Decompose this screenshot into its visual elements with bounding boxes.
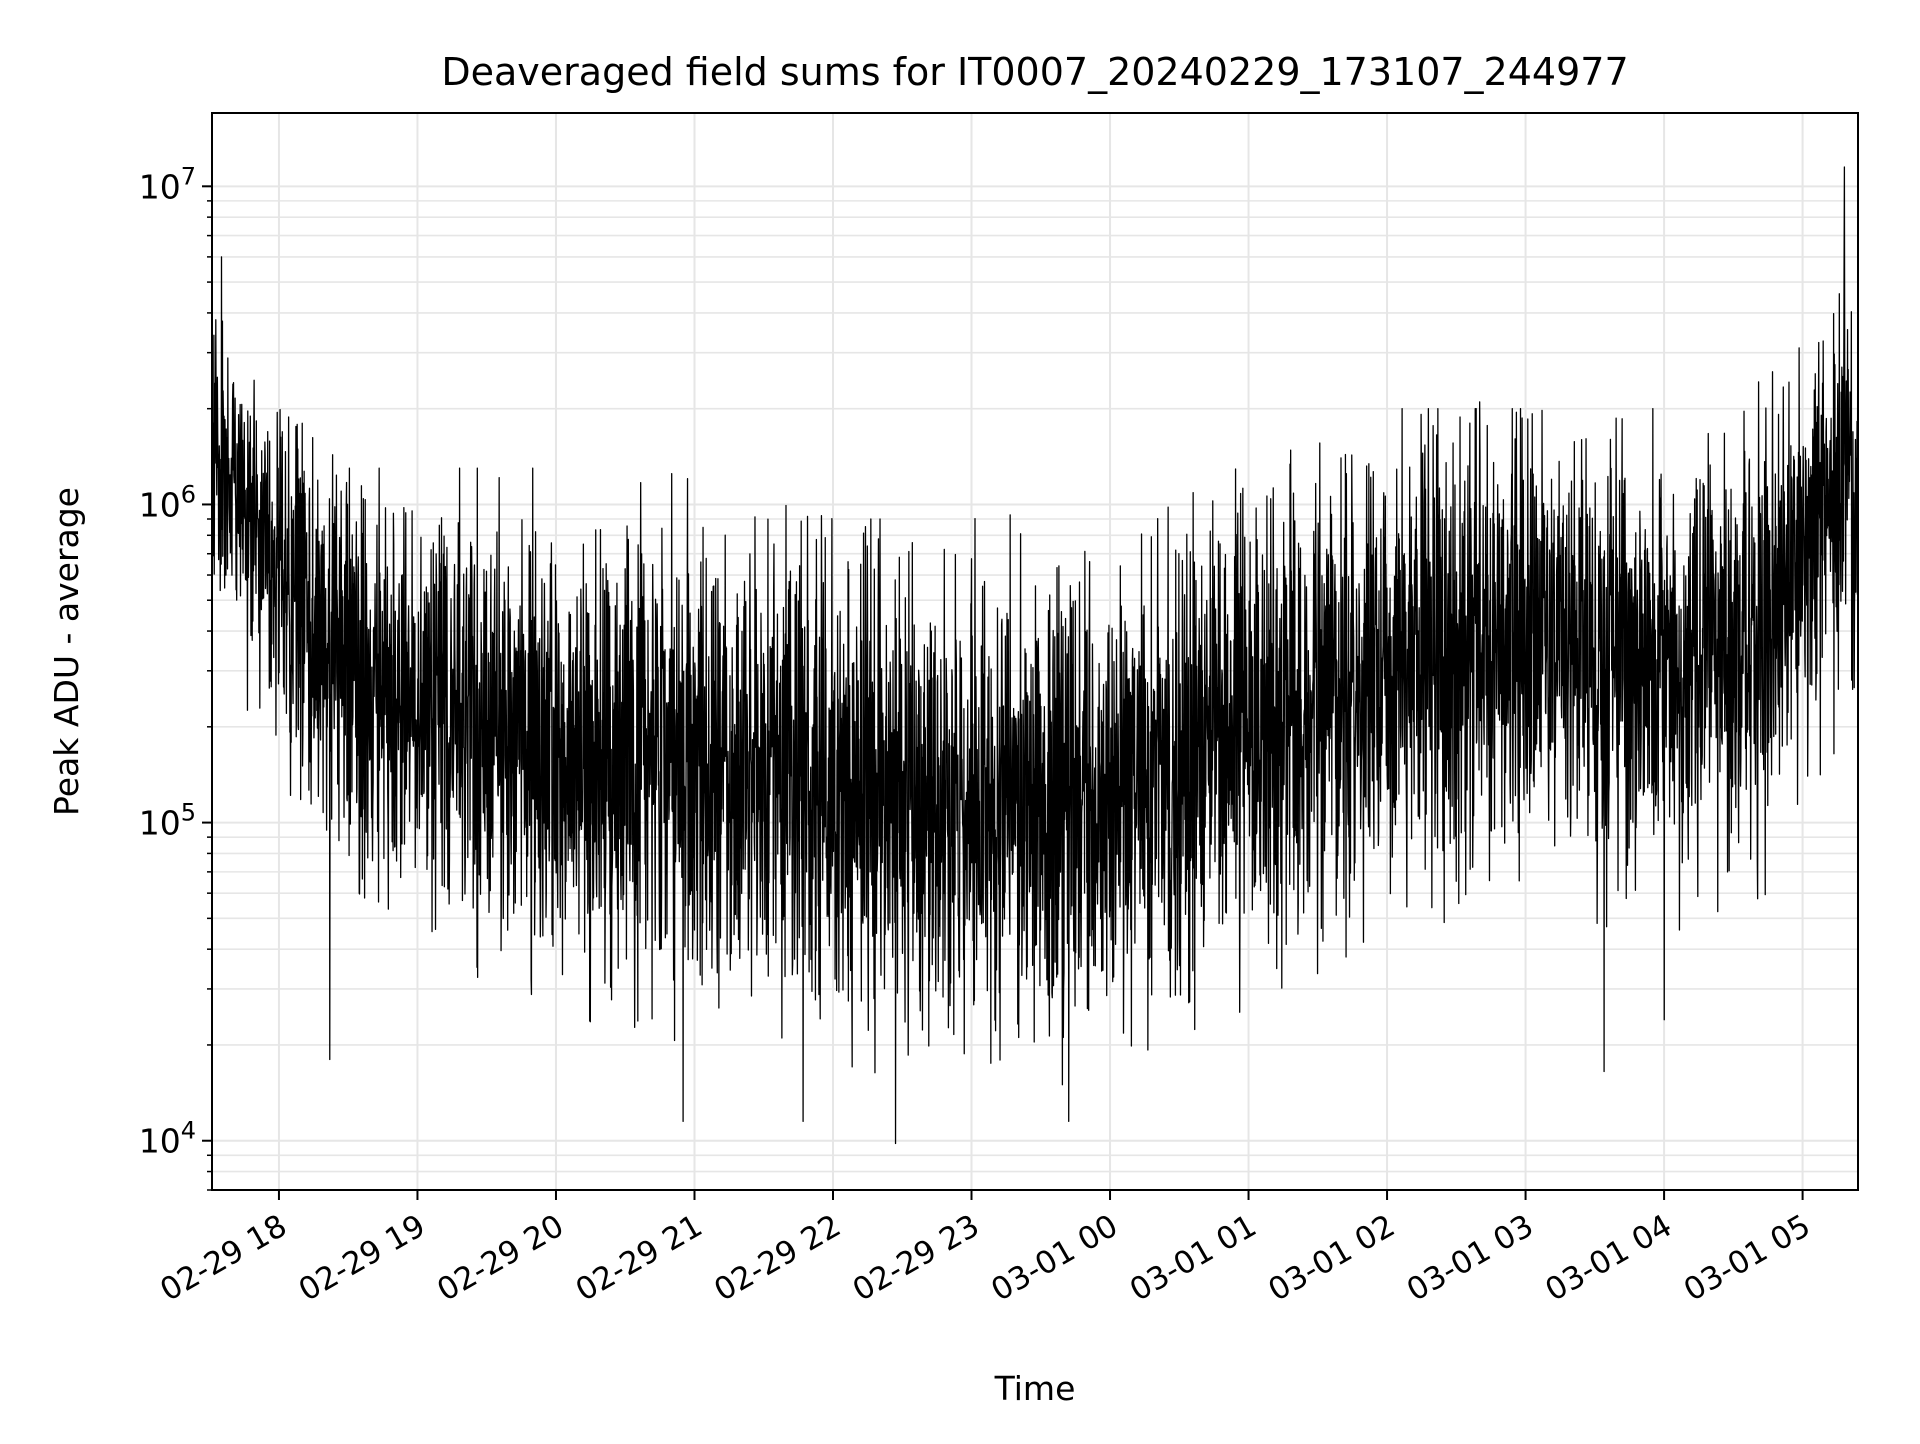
x-axis-label: Time [994, 1369, 1076, 1408]
x-tick-label: 02-29 18 [154, 1208, 293, 1309]
series-area [212, 166, 1858, 1145]
y-axis-label: Peak ADU - average [47, 487, 86, 816]
series-line [212, 166, 1858, 1145]
x-tick-label: 03-01 02 [1262, 1208, 1401, 1309]
x-tick-label: 03-01 05 [1678, 1208, 1817, 1309]
y-tick-label: 107 [139, 162, 196, 206]
x-tick-label: 02-29 20 [431, 1208, 570, 1309]
x-tick-label: 02-29 22 [708, 1208, 847, 1309]
y-tick-label-exponent: 6 [181, 480, 196, 508]
y-tick-label-base: 10 [139, 804, 181, 843]
plot-frame [211, 112, 1859, 1191]
chart-title: Deaveraged field sums for IT0007_2024022… [441, 50, 1628, 94]
y-tick-label-base: 10 [139, 167, 181, 206]
x-tick-label: 03-01 04 [1539, 1208, 1678, 1309]
x-tick-label: 03-01 03 [1401, 1208, 1540, 1309]
x-tick-label: 02-29 23 [847, 1208, 986, 1309]
x-tick-label: 03-01 01 [1124, 1208, 1263, 1309]
x-tick-label: 03-01 00 [985, 1208, 1124, 1309]
y-tick-label-exponent: 4 [181, 1117, 196, 1145]
y-tick-label: 104 [139, 1117, 196, 1161]
y-tick-label-exponent: 5 [181, 799, 196, 827]
x-tick-label: 02-29 19 [293, 1208, 432, 1309]
y-tick-label: 106 [139, 480, 196, 524]
y-tick-label-base: 10 [139, 1122, 181, 1161]
x-axis: 02-29 18 02-29 19 02-29 20 02-29 21 02-29 22… [154, 1190, 1817, 1309]
x-tick-label: 02-29 21 [570, 1208, 709, 1309]
y-tick-label-exponent: 7 [181, 162, 196, 190]
y-tick-label: 105 [139, 799, 196, 843]
y-tick-label-base: 10 [139, 485, 181, 524]
